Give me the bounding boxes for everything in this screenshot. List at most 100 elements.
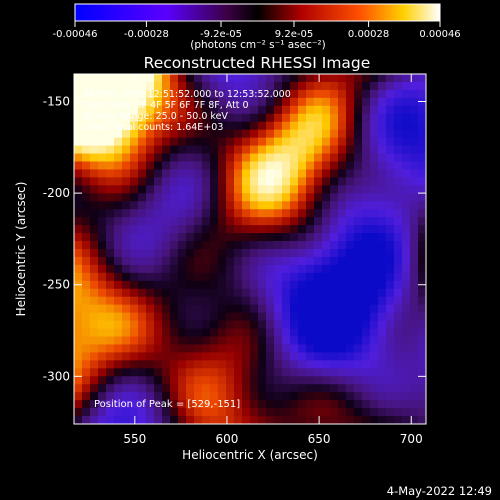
heatmap-cell — [306, 320, 315, 330]
heatmap-cell — [90, 344, 99, 353]
heatmap-cell — [98, 153, 107, 162]
heatmap-cell — [274, 97, 283, 107]
heatmap-cell — [114, 312, 123, 322]
heatmap-cell — [98, 376, 107, 385]
heatmap-cell — [346, 352, 355, 361]
heatmap-cell — [274, 177, 283, 186]
heatmap-cell — [130, 264, 139, 274]
heatmap-cell — [146, 256, 155, 266]
heatmap-cell — [386, 408, 395, 417]
heatmap-cell — [114, 352, 123, 361]
heatmap-cell — [362, 264, 371, 274]
y-tick-label: -300 — [43, 369, 70, 383]
heatmap-cell — [130, 145, 139, 155]
heatmap-cell — [162, 384, 171, 393]
heatmap-cell — [130, 217, 139, 226]
heatmap-cell — [282, 352, 291, 361]
heatmap-cell — [362, 193, 371, 202]
heatmap-cell — [378, 129, 387, 139]
heatmap-cell — [266, 177, 275, 186]
heatmap-cell — [114, 408, 123, 417]
heatmap-cell — [266, 121, 275, 131]
heatmap-cell — [410, 264, 419, 274]
heatmap-cell — [178, 81, 187, 91]
heatmap-cell — [194, 161, 203, 170]
heatmap-cell — [330, 256, 339, 266]
heatmap-cell — [394, 296, 403, 306]
heatmap-cell — [106, 296, 115, 306]
heatmap-cell — [170, 336, 179, 345]
heatmap-cell — [282, 280, 291, 290]
heatmap-cell — [378, 169, 387, 178]
heatmap-cell — [378, 209, 387, 218]
heatmap-cell — [250, 169, 259, 178]
heatmap-cell — [314, 336, 323, 345]
heatmap-cell — [274, 296, 283, 306]
heatmap-cell — [370, 304, 379, 314]
heatmap-cell — [234, 233, 243, 242]
heatmap-cell — [346, 201, 355, 210]
heatmap-cell — [114, 249, 123, 258]
heatmap-cell — [410, 256, 419, 266]
heatmap-cell — [378, 352, 387, 361]
heatmap-cell — [370, 225, 379, 234]
heatmap-cell — [418, 416, 427, 425]
heatmap-cell — [402, 280, 411, 290]
heatmap-cell — [210, 280, 219, 290]
heatmap-cell — [306, 233, 315, 242]
heatmap-cell — [194, 105, 203, 115]
heatmap-cell — [130, 113, 139, 123]
heatmap-cell — [226, 272, 235, 282]
heatmap-cell — [202, 344, 211, 353]
heatmap-cell — [186, 360, 195, 369]
heatmap-cell — [250, 400, 259, 409]
heatmap-cell — [338, 352, 347, 361]
heatmap-cell — [106, 336, 115, 345]
annotation-peak: Position of Peak = [529,-151] — [94, 399, 240, 410]
heatmap-cell — [178, 408, 187, 417]
heatmap-cell — [306, 264, 315, 274]
heatmap-cell — [218, 233, 227, 242]
heatmap-cell — [186, 376, 195, 385]
heatmap-cell — [82, 400, 91, 409]
heatmap-cell — [210, 264, 219, 274]
heatmap-cell — [98, 81, 107, 91]
heatmap-cell — [314, 113, 323, 123]
heatmap-cell — [146, 129, 155, 139]
heatmap-cell — [314, 233, 323, 242]
heatmap-cell — [234, 241, 243, 250]
heatmap-cell — [242, 241, 251, 250]
heatmap-cell — [210, 74, 219, 83]
heatmap-cell — [98, 74, 107, 83]
heatmap-cell — [138, 400, 147, 409]
heatmap-cell — [154, 209, 163, 218]
heatmap-cell — [362, 400, 371, 409]
heatmap-cell — [202, 360, 211, 369]
heatmap-cell — [250, 336, 259, 345]
heatmap-cell — [354, 121, 363, 131]
heatmap-cell — [90, 233, 99, 242]
heatmap-cell — [354, 105, 363, 115]
heatmap-cell — [234, 169, 243, 178]
heatmap-cell — [218, 400, 227, 409]
heatmap-cell — [250, 209, 259, 218]
heatmap-cell — [130, 105, 139, 115]
heatmap-cell — [234, 145, 243, 155]
heatmap-cell — [162, 177, 171, 186]
heatmap-cell — [250, 201, 259, 210]
heatmap-cell — [170, 137, 179, 147]
heatmap-cell — [178, 233, 187, 242]
heatmap-cell — [106, 153, 115, 162]
heatmap-cell — [218, 209, 227, 218]
heatmap-cell — [226, 145, 235, 155]
heatmap-cell — [242, 408, 251, 417]
heatmap-cell — [314, 185, 323, 194]
heatmap-cell — [410, 400, 419, 409]
heatmap-cell — [394, 145, 403, 155]
heatmap-cell — [354, 153, 363, 162]
heatmap-cell — [186, 233, 195, 242]
heatmap-cell — [330, 153, 339, 162]
heatmap-cell — [410, 288, 419, 298]
heatmap-cell — [282, 368, 291, 377]
heatmap-cell — [114, 416, 123, 425]
